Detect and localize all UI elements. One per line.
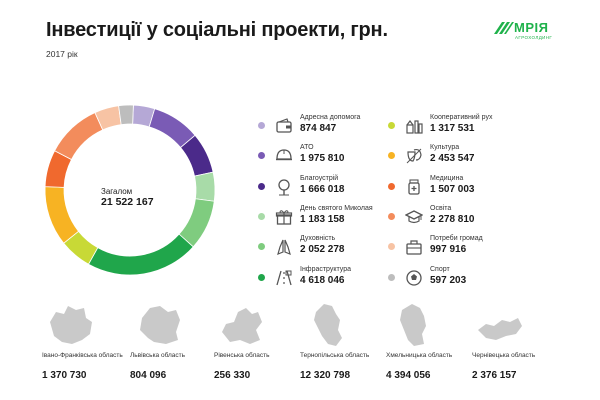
- legend-label: Спорт: [430, 265, 450, 273]
- page-title: Інвестиції у соціальні проекти, грн.: [46, 19, 388, 41]
- legend-label: Освіта: [430, 204, 452, 212]
- legend-value: 597 203: [430, 274, 467, 286]
- graduation-cap-icon: [404, 208, 424, 226]
- legend-value: 1 317 531: [430, 123, 475, 134]
- legend-value: 874 847: [300, 123, 337, 134]
- region-card: Рівенська область 256 330: [214, 300, 304, 392]
- region-value: 256 330: [214, 370, 251, 381]
- praying-hands-icon: [275, 238, 293, 256]
- wallet-icon: [275, 117, 293, 135]
- legend-item: Спорт 597 203: [388, 266, 518, 292]
- legend-label: Кооперативний рух: [430, 114, 493, 121]
- medicine-icon: [405, 178, 423, 196]
- legend-color-dot: [388, 182, 395, 190]
- legend-item: Освіта 2 278 810: [388, 205, 518, 231]
- legend-color-dot: [258, 273, 265, 281]
- donut-slice: [194, 171, 216, 202]
- legend-item: Благоустрій 1 666 018: [258, 175, 388, 201]
- farm-icon: [405, 117, 423, 135]
- logo-word: МРІЯ: [514, 20, 549, 35]
- legend-value: 1 507 003: [430, 183, 475, 195]
- legend-color-dot: [388, 273, 395, 281]
- legend-value: 1 975 810: [300, 153, 345, 165]
- region-card: Хмельницька область 4 394 056: [386, 300, 476, 392]
- region-name: Чернівецька область: [472, 352, 536, 359]
- legend-item: Адресна допомога 874 847: [258, 114, 388, 140]
- legend-item: Медицина 1 507 003: [388, 175, 518, 201]
- legend-item: Духовність 2 052 278: [258, 235, 388, 261]
- tree-icon: [275, 178, 293, 196]
- ball-icon: [405, 269, 423, 287]
- legend-item: День святого Миколая 1 183 158: [258, 205, 388, 231]
- legend-color-dot: [258, 152, 265, 160]
- road-icon: [275, 269, 293, 287]
- legend-color-dot: [258, 122, 265, 129]
- page-subtitle: 2017 рік: [46, 49, 78, 59]
- region-name: Івано-Франківська область: [42, 352, 123, 359]
- donut-slice: [54, 112, 104, 161]
- legend-label: Адресна допомога: [300, 114, 361, 121]
- region-value: 2 376 157: [472, 370, 517, 381]
- legend-color-dot: [258, 182, 265, 190]
- legend-item: Інфраструктура 4 618 046: [258, 266, 388, 292]
- legend-color-dot: [258, 243, 265, 251]
- legend-label: Медицина: [430, 174, 464, 182]
- helmet-icon: [275, 147, 293, 165]
- legend-item: Кооперативний рух 1 317 531: [388, 114, 518, 140]
- region-card: Чернівецька область 2 376 157: [472, 300, 562, 392]
- donut-chart: [44, 104, 216, 276]
- legend-item: АТО 1 975 810: [258, 144, 388, 170]
- company-logo: МРІЯ АГРОХОЛДИНГ: [492, 20, 564, 46]
- legend-value: 4 618 046: [300, 274, 345, 286]
- legend-label: Духовність: [300, 235, 336, 243]
- legend-label: АТО: [300, 144, 314, 152]
- donut-slice: [44, 186, 80, 244]
- donut-slice: [87, 233, 194, 276]
- legend-label: Потреби громад: [430, 235, 483, 243]
- legend-value: 2 453 547: [430, 153, 475, 165]
- gift-icon: [275, 208, 293, 226]
- region-value: 12 320 798: [300, 370, 351, 381]
- legend-color-dot: [388, 212, 395, 220]
- legend-color-dot: [388, 122, 395, 129]
- total-label: Загалом: [101, 187, 133, 196]
- legend-color-dot: [388, 243, 395, 251]
- region-value: 1 370 730: [42, 370, 87, 381]
- region-card: Тернопільська область 12 320 798: [300, 300, 390, 392]
- legend-label: Благоустрій: [300, 174, 339, 182]
- legend-label: Інфраструктура: [300, 265, 352, 273]
- logo-tagline: АГРОХОЛДИНГ: [515, 35, 553, 40]
- legend-color-dot: [258, 212, 265, 220]
- region-card: Львівська область 804 096: [130, 300, 220, 392]
- region-name: Тернопільська область: [300, 352, 370, 359]
- legend-value: 2 278 810: [430, 213, 475, 225]
- legend-color-dot: [388, 152, 395, 160]
- total-value: 21 522 167: [101, 196, 154, 208]
- region-name: Хмельницька область: [386, 352, 453, 359]
- legend-value: 2 052 278: [300, 244, 345, 256]
- region-card: Івано-Франківська область 1 370 730: [42, 300, 132, 392]
- toolbox-icon: [405, 238, 423, 256]
- legend-item: Культура 2 453 547: [388, 144, 518, 170]
- legend-value: 1 666 018: [300, 183, 345, 195]
- legend-item: Потреби громад 997 916: [388, 235, 518, 261]
- legend-value: 997 916: [430, 244, 467, 256]
- legend-label: Культура: [430, 144, 460, 152]
- legend-value: 1 183 158: [300, 213, 345, 225]
- region-value: 804 096: [130, 370, 167, 381]
- donut-slice: [118, 104, 134, 126]
- legend-label: День святого Миколая: [300, 204, 373, 212]
- logo-stripes-icon: [494, 22, 514, 34]
- theater-icon: [405, 147, 423, 165]
- region-value: 4 394 056: [386, 370, 431, 381]
- region-name: Львівська область: [130, 352, 186, 359]
- region-name: Рівенська область: [214, 352, 270, 359]
